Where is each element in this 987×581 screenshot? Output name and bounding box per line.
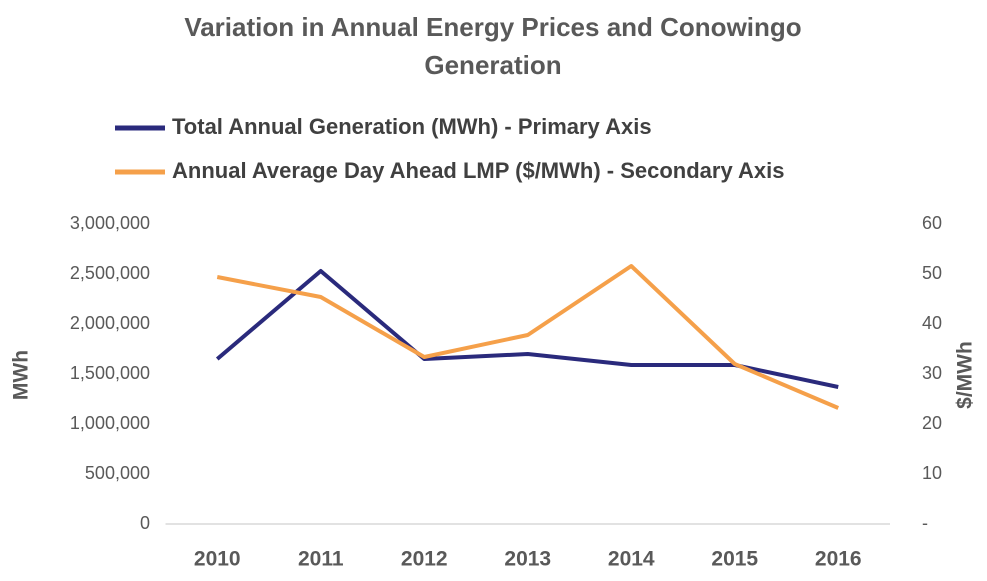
chart-title: Variation in Annual Energy Prices and Co… [184, 12, 802, 80]
y-axis-label: MWh [10, 350, 33, 400]
x-tick-label: 2014 [608, 548, 655, 571]
x-tick-label: 2011 [298, 548, 344, 571]
y2-tick-label: - [922, 513, 928, 533]
y2-tick-label: 60 [922, 213, 942, 233]
y-tick-label: 2,500,000 [70, 263, 150, 283]
series-line [216, 264, 840, 410]
x-tick-label: 2013 [504, 548, 551, 571]
y-tick-label: 500,000 [85, 463, 150, 483]
x-tick-label: 2016 [815, 548, 862, 571]
y2-axis-label: $/MWh [954, 341, 977, 409]
y-tick-label: 2,000,000 [70, 313, 150, 333]
legend-label: Annual Average Day Ahead LMP ($/MWh) - S… [172, 158, 784, 183]
y-tick-label: 1,500,000 [70, 363, 150, 383]
y2-tick-label: 30 [922, 363, 942, 383]
y-tick-label: 1,000,000 [70, 413, 150, 433]
x-tick-label: 2015 [711, 548, 758, 571]
y-tick-label: 0 [140, 513, 150, 533]
x-tick-label: 2010 [194, 548, 241, 571]
y2-tick-label: 20 [922, 413, 942, 433]
x-tick-label: 2012 [401, 548, 448, 571]
legend-label: Total Annual Generation (MWh) - Primary … [172, 114, 652, 139]
y2-tick-label: 50 [922, 263, 942, 283]
y2-tick-label: 40 [922, 313, 942, 333]
y-tick-label: 3,000,000 [70, 213, 150, 233]
y2-tick-label: 10 [922, 463, 942, 483]
